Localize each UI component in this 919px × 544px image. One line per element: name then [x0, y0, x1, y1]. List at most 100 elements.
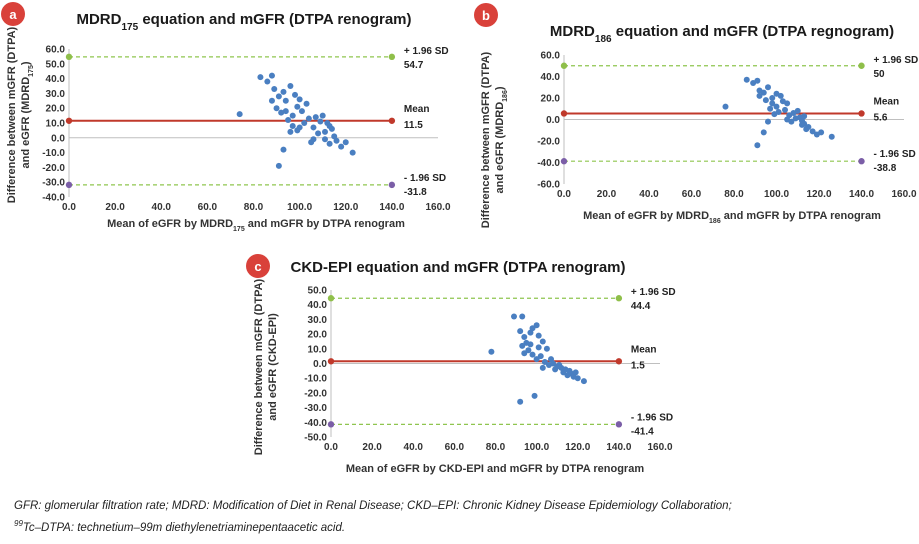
chart-a-point-3: [268, 72, 275, 79]
chart-c-point-16: [537, 353, 544, 360]
chart-a-lower-dot-start: [65, 181, 73, 189]
chart-a-lower-dot-end: [388, 181, 396, 189]
chart-b-ytick-6: 60.0: [541, 51, 561, 62]
chart-c-ytick-3: -20.0: [304, 388, 327, 399]
chart-c-xtick-2: 40.0: [404, 442, 424, 453]
chart-b-lower-value: -38.8: [874, 163, 897, 174]
chart-c-mean-dot-start: [327, 358, 335, 365]
chart-b-point-13: [762, 97, 769, 104]
chart-a-point-29: [331, 133, 338, 140]
chart-c-ylabel: Difference between mGFR (DTPA) and eGFR …: [253, 278, 279, 455]
chart-a-lower-label: - 1.96 SD: [404, 173, 446, 184]
chart-c-ytick-8: 30.0: [308, 315, 328, 326]
chart-a-point-8: [287, 83, 294, 89]
chart-c-point-39: [572, 369, 579, 376]
chart-a-point-11: [296, 96, 303, 103]
chart-c-point-38: [521, 350, 528, 357]
chart-c-point-11: [543, 345, 550, 352]
badge-c-circle: [246, 254, 270, 278]
chart-b-xtick-8: 160.0: [891, 189, 916, 200]
chart-a-ylabel: Difference between mGFR (DTPA) and eGFR …: [6, 26, 35, 203]
chart-a-mean-value: 11.5: [404, 120, 423, 131]
chart-c-xtick-6: 120.0: [565, 442, 590, 453]
chart-c-point-4: [521, 334, 528, 341]
chart-c-upper-value: 44.4: [631, 301, 651, 312]
chart-c-point-37: [527, 341, 534, 348]
chart-a-upper-value: 54.7: [404, 60, 424, 71]
chart-a-point-22: [310, 124, 317, 131]
chart-a-point-0: [236, 111, 243, 118]
chart-a-point-33: [349, 149, 356, 156]
chart-a-mean-dot-end: [388, 117, 396, 124]
chart-a-ytick-6: 20.0: [46, 104, 66, 115]
chart-b-lower-dot-start: [560, 158, 568, 165]
chart-a-mean-dot-start: [65, 117, 73, 124]
chart-b-ylabel: Difference between mGFR (DTPA) and eGFR …: [480, 51, 509, 228]
chart-c-upper-dot-start: [327, 295, 335, 302]
chart-a-point-6: [280, 88, 287, 95]
figure-footnote: GFR: glomerular filtration rate; MDRD: M…: [14, 497, 904, 537]
chart-c-point-35: [548, 356, 555, 363]
chart-a-ytick-7: 30.0: [46, 89, 66, 100]
chart-a-point-4: [271, 85, 278, 92]
chart-c-point-34: [556, 361, 563, 368]
chart-a-point-28: [328, 125, 335, 132]
chart-b-point-36: [769, 100, 776, 107]
chart-a-point-43: [321, 136, 328, 143]
chart-b-point-16: [775, 108, 782, 115]
chart-c-point-14: [529, 351, 536, 358]
chart-b-point-7: [769, 95, 776, 101]
chart-b-point-6: [765, 84, 771, 91]
chart-a-point-38: [315, 130, 322, 137]
chart-c-point-28: [574, 375, 581, 382]
chart-c-ylabel-line2: and eGFR (CKD-EPI): [267, 313, 279, 421]
chart-b-point-11: [784, 100, 791, 107]
chart-a-point-42: [282, 108, 289, 115]
chart-c-ytick-4: -10.0: [304, 374, 327, 385]
chart-c-ylabel-line1: Difference between mGFR (DTPA): [253, 278, 265, 455]
chart-b-xtick-1: 20.0: [597, 189, 617, 200]
chart-a-xtick-5: 100.0: [287, 202, 312, 213]
chart-c-mean-dot-end: [615, 358, 623, 365]
chart-b-xtick-6: 120.0: [806, 189, 831, 200]
footnote-line2: 99Tc–DTPA: technetium–99m diethylenetria…: [14, 519, 346, 534]
chart-b-point-37: [799, 121, 805, 128]
chart-a-xtick-7: 140.0: [379, 202, 404, 213]
chart-c-point-32: [517, 398, 524, 405]
chart-a-point-1: [257, 74, 264, 81]
chart-a-ytick-3: -10.0: [42, 148, 65, 159]
chart-c-title: CKD-EPI equation and mGFR (DTPA renogram…: [290, 259, 625, 276]
chart-c-point-8: [533, 322, 540, 329]
chart-b-ytick-2: -20.0: [537, 137, 560, 148]
chart-b-xtick-4: 80.0: [724, 189, 744, 200]
chart-b-title: MDRD186 equation and mGFR (DTPA regnogra…: [550, 23, 894, 45]
chart-b-point-14: [767, 105, 774, 112]
chart-a-point-35: [280, 146, 287, 153]
chart-a-xtick-4: 80.0: [244, 202, 264, 213]
chart-a-xtick-1: 20.0: [105, 202, 125, 213]
chart-a-point-24: [317, 118, 324, 125]
chart-a-point-7: [282, 97, 289, 104]
chart-c-ytick-10: 50.0: [308, 286, 328, 297]
chart-c-mean-label: Mean: [631, 344, 657, 355]
chart-c-point-2: [519, 313, 526, 320]
chart-a-point-2: [264, 78, 271, 85]
chart-c-xtick-5: 100.0: [524, 442, 549, 453]
chart-a-point-15: [273, 105, 280, 112]
chart-c-xtick-8: 160.0: [647, 442, 672, 453]
badge-b-circle: [474, 3, 498, 27]
chart-b-point-34: [801, 113, 808, 120]
chart-b-point-1: [743, 76, 750, 83]
chart-b-point-33: [792, 115, 799, 122]
chart-c-point-31: [531, 392, 538, 399]
chart-b-ytick-3: 0.0: [546, 115, 560, 126]
chart-a-point-14: [268, 97, 275, 104]
chart-c-xtick-7: 140.0: [606, 442, 631, 453]
chart-b-point-3: [754, 77, 761, 84]
panel-a: a MDRD175 equation and mGFR (DTPA renogr…: [1, 2, 451, 233]
chart-c-xtick-1: 20.0: [362, 442, 382, 453]
chart-b-ytick-1: -40.0: [537, 158, 560, 169]
chart-c-lower-label: - 1.96 SD: [631, 412, 673, 423]
chart-a-point-36: [275, 162, 282, 169]
